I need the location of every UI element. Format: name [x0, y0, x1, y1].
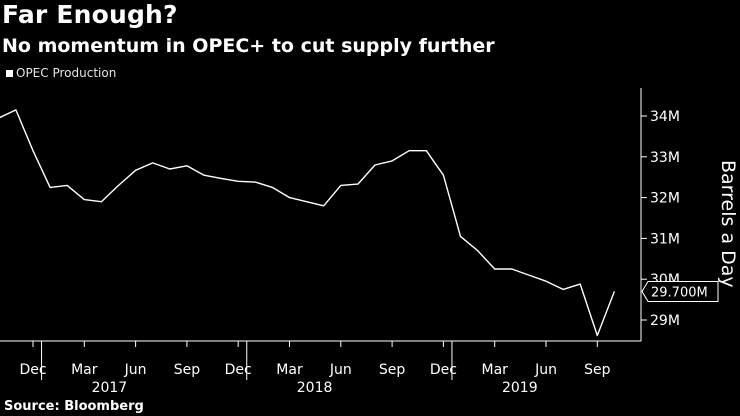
chart-title: Far Enough?	[2, 0, 178, 29]
y-tick-label: 34M	[650, 109, 680, 125]
y-tick-label: 31M	[650, 231, 680, 247]
x-year-label: 2019	[502, 380, 538, 396]
x-year-label: 2017	[92, 380, 128, 396]
x-tick-label: Mar	[481, 362, 508, 378]
x-tick-label: Sep	[174, 362, 201, 378]
x-tick-label: Sep	[584, 362, 611, 378]
y-tick-label: 33M	[650, 150, 680, 166]
legend: OPEC Production	[6, 66, 116, 80]
x-tick-label: Sep	[379, 362, 406, 378]
series-line-opec-production	[0, 109, 616, 337]
x-tick-label: Jun	[124, 362, 147, 378]
y-tick-label: 29M	[650, 313, 680, 329]
x-year-label: 2018	[297, 380, 333, 396]
x-tick-label: Mar	[71, 362, 98, 378]
x-tick-label: Jun	[329, 362, 352, 378]
x-tick-label: Mar	[276, 362, 303, 378]
source-note: Source: Bloomberg	[4, 399, 144, 414]
last-value-box	[641, 280, 719, 302]
last-value-marker: 29.700M	[641, 280, 719, 302]
legend-swatch	[6, 69, 13, 77]
x-tick-label: Dec	[430, 362, 457, 378]
y-tick-label: 32M	[650, 191, 680, 207]
x-tick-label: Dec	[225, 362, 252, 378]
legend-label: OPEC Production	[16, 66, 117, 80]
last-value-label: 29.700M	[651, 285, 708, 300]
x-tick-label: Dec	[19, 362, 46, 378]
chart-subtitle: No momentum in OPEC+ to cut supply furth…	[2, 35, 495, 57]
x-tick-label: Jun	[534, 362, 557, 378]
y-axis-label: Barrels a Day	[717, 160, 739, 288]
